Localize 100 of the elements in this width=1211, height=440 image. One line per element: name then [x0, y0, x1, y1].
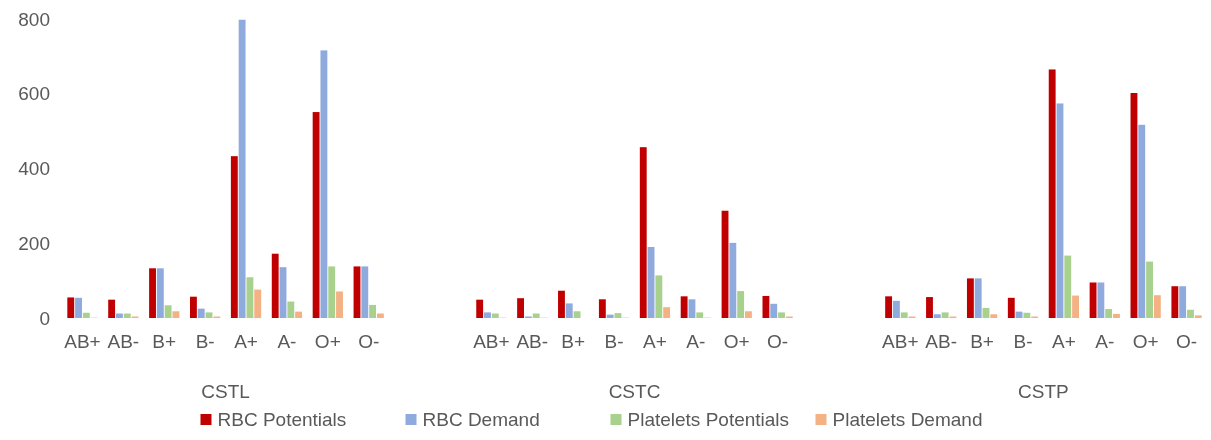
bar — [1113, 313, 1120, 318]
bar — [336, 291, 343, 318]
bar — [164, 305, 172, 318]
x-tick-label: A- — [1095, 331, 1115, 352]
y-tick-label: 200 — [18, 232, 50, 254]
legend-label: RBC Demand — [422, 409, 540, 430]
bar — [67, 297, 75, 318]
bar — [941, 312, 949, 318]
y-tick-label: 600 — [18, 83, 50, 105]
x-tick-label: B+ — [970, 331, 994, 352]
bar — [205, 312, 213, 318]
x-tick-label: AB- — [107, 331, 140, 352]
bar — [230, 156, 238, 318]
x-tick-label: O- — [358, 331, 380, 352]
bar — [737, 291, 745, 318]
bar — [1171, 286, 1179, 318]
bar — [1105, 309, 1113, 318]
bar — [532, 313, 540, 318]
bar — [745, 311, 752, 318]
bar — [696, 312, 704, 318]
bar — [1097, 282, 1105, 318]
bar — [1187, 309, 1194, 318]
bar — [320, 50, 328, 318]
y-tick-label: 800 — [18, 8, 50, 30]
bar — [778, 312, 785, 318]
bar — [238, 19, 246, 318]
bar — [729, 242, 737, 318]
bar — [149, 268, 156, 318]
bar — [598, 299, 606, 318]
x-tick-label: AB+ — [473, 331, 510, 352]
x-tick-label: O+ — [723, 331, 750, 352]
bar — [1146, 261, 1153, 318]
bar — [116, 313, 123, 318]
bar — [484, 312, 491, 318]
legend-label: RBC Potentials — [217, 409, 347, 430]
x-tick-label: AB+ — [882, 331, 919, 352]
bar — [517, 298, 524, 318]
bar — [123, 313, 131, 318]
bar — [172, 311, 180, 318]
bar — [1015, 311, 1023, 318]
bar — [1048, 69, 1056, 318]
bar — [190, 296, 197, 318]
bar — [663, 307, 671, 318]
bar — [885, 296, 893, 318]
legend-label: Platelets Potentials — [627, 409, 790, 430]
bar — [606, 314, 614, 318]
bar — [926, 297, 933, 318]
bar — [900, 312, 908, 318]
bar — [197, 308, 205, 318]
bar — [328, 266, 336, 318]
x-tick-label: AB+ — [64, 331, 101, 352]
x-tick-label: B+ — [152, 331, 177, 352]
bar — [369, 304, 377, 318]
y-tick-label: 0 — [39, 307, 50, 329]
bar — [312, 112, 320, 318]
x-tick-label: A+ — [643, 331, 667, 352]
bar — [680, 296, 688, 318]
bar — [82, 312, 90, 318]
x-tick-label: A+ — [234, 331, 258, 352]
x-tick-label: O+ — [1132, 331, 1159, 352]
bar — [1072, 295, 1079, 318]
bar — [614, 313, 622, 318]
bar — [108, 299, 116, 318]
bar — [1023, 312, 1031, 318]
bar — [573, 311, 581, 318]
x-tick-label: AB- — [516, 331, 549, 352]
bar — [75, 297, 82, 318]
text: CSTC — [608, 381, 661, 402]
bar — [271, 253, 279, 318]
bar — [1007, 297, 1015, 318]
text: CSTP — [1018, 381, 1069, 402]
bar — [1153, 295, 1161, 318]
bar — [1138, 124, 1146, 318]
x-tick-label: B- — [195, 331, 215, 352]
x-tick-label: O- — [1176, 331, 1198, 352]
x-tick-label: A- — [277, 331, 297, 352]
bar — [295, 311, 303, 318]
x-tick-label: A- — [686, 331, 706, 352]
x-tick-label: AB- — [925, 331, 958, 352]
bar — [990, 314, 998, 318]
bar — [1089, 282, 1097, 318]
bar — [655, 275, 663, 318]
bar — [1194, 315, 1202, 318]
bar — [376, 313, 384, 318]
bar — [770, 303, 778, 318]
bar — [156, 268, 164, 318]
bar — [1179, 286, 1187, 318]
bar — [762, 295, 770, 318]
bar — [639, 147, 647, 318]
bar — [933, 314, 941, 318]
bar — [892, 300, 900, 318]
x-tick-label: O+ — [314, 331, 341, 352]
bar — [491, 313, 499, 318]
bar — [287, 301, 295, 318]
legend-label: Platelets Demand — [832, 409, 983, 430]
bar — [246, 277, 254, 318]
text: CSTL — [201, 381, 250, 402]
x-tick-label: B+ — [561, 331, 586, 352]
x-tick-label: O- — [767, 331, 789, 352]
bar — [361, 266, 369, 318]
